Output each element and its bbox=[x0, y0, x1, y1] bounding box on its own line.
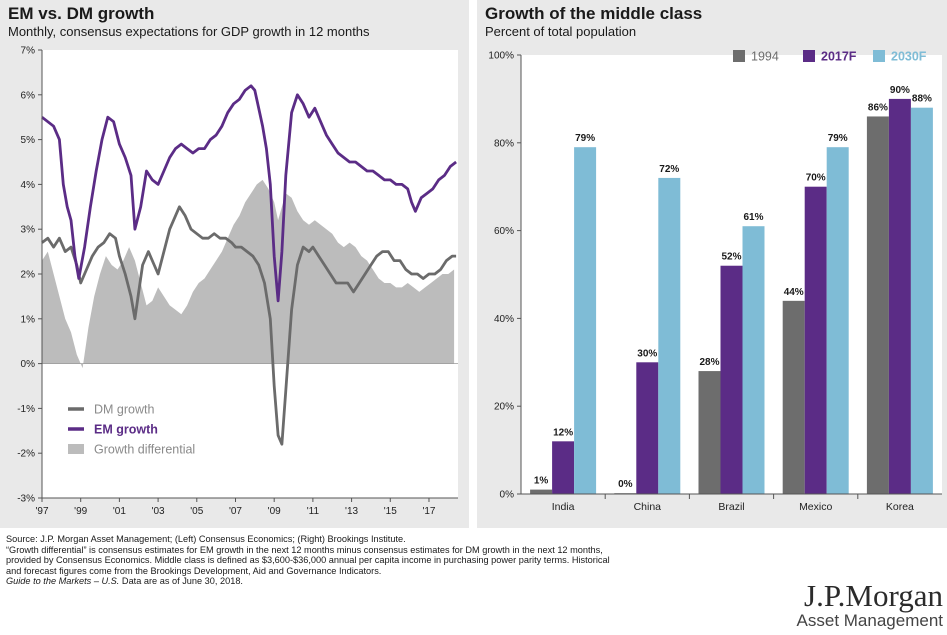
right-chart-title: Growth of the middle class bbox=[485, 4, 703, 23]
bar-value-label: 44% bbox=[784, 287, 804, 298]
legend-label: DM growth bbox=[94, 403, 154, 417]
y-tick-label: 100% bbox=[488, 51, 514, 62]
bar bbox=[826, 147, 849, 494]
legend-swatch bbox=[873, 50, 885, 62]
x-tick-label: '03 bbox=[152, 506, 165, 517]
y-tick-label: 3% bbox=[21, 225, 36, 236]
bar-value-label: 0% bbox=[618, 479, 633, 490]
bar-value-label: 70% bbox=[806, 173, 826, 184]
middle-class-chart: 100% 80% 60% 40% 20% 0% 1% 12% 79% India 0% 30% 72% C… bbox=[488, 50, 942, 513]
dm-growth-line bbox=[41, 205, 457, 446]
y-tick-label: 7% bbox=[21, 46, 36, 57]
y-tick-label: -1% bbox=[17, 404, 35, 415]
logo-subtitle: Asset Management bbox=[796, 611, 943, 630]
bar-value-label: 1% bbox=[534, 476, 549, 487]
footnote-line: provided by Consensus Economics. Middle … bbox=[6, 555, 610, 566]
x-tick-label: '99 bbox=[74, 506, 87, 517]
x-tick-label: '97 bbox=[35, 506, 48, 517]
data-as-of: Data are as of June 30, 2018. bbox=[119, 576, 243, 587]
x-tick-label: '17 bbox=[422, 506, 435, 517]
bar-value-label: 79% bbox=[575, 133, 595, 144]
legend-label: 2017F bbox=[821, 50, 857, 64]
y-tick-label: 40% bbox=[494, 314, 514, 325]
legend-swatch bbox=[803, 50, 815, 62]
y-tick-label: 80% bbox=[494, 138, 514, 149]
x-tick-label: '13 bbox=[345, 506, 358, 517]
x-tick-label: '11 bbox=[307, 506, 320, 517]
bar bbox=[910, 107, 933, 495]
y-tick-label: 0% bbox=[21, 359, 36, 370]
legend-label: EM growth bbox=[94, 423, 158, 437]
y-tick-label: 4% bbox=[21, 180, 36, 191]
x-category-label: Korea bbox=[886, 501, 914, 513]
legend-swatch bbox=[733, 50, 745, 62]
em-growth-line bbox=[41, 84, 457, 303]
y-tick-label: 6% bbox=[21, 90, 36, 101]
bar bbox=[782, 300, 805, 494]
y-tick-label: 1% bbox=[21, 314, 36, 325]
legend-label: 2030F bbox=[891, 50, 927, 64]
left-chart-subtitle: Monthly, consensus expectations for GDP … bbox=[8, 24, 370, 39]
bar bbox=[720, 265, 743, 494]
jpmorgan-logo: J.P.Morgan Asset Management bbox=[797, 580, 943, 630]
bar bbox=[742, 226, 765, 494]
bar bbox=[530, 489, 553, 494]
guide-title: Guide to the Markets – U.S. bbox=[6, 576, 120, 587]
logo-wordmark: J.P.Morgan bbox=[804, 578, 943, 613]
bar-value-label: 72% bbox=[659, 164, 679, 175]
legend-label: Growth differential bbox=[94, 443, 195, 457]
bar-value-label: 28% bbox=[699, 357, 719, 368]
bar-value-label: 86% bbox=[868, 102, 888, 113]
bar-value-label: 88% bbox=[912, 94, 932, 105]
bar-value-label: 61% bbox=[743, 212, 763, 223]
bar bbox=[888, 98, 911, 495]
bar bbox=[636, 362, 659, 494]
y-tick-label: 2% bbox=[21, 270, 36, 281]
source-footnote: Source: J.P. Morgan Asset Management; (L… bbox=[6, 534, 796, 587]
x-tick-label: '07 bbox=[229, 506, 242, 517]
legend-label: 1994 bbox=[751, 50, 779, 64]
bar bbox=[658, 177, 681, 495]
bar bbox=[866, 116, 889, 495]
footnote-line: and forecast figures come from the Brook… bbox=[6, 565, 382, 576]
bar bbox=[698, 371, 721, 494]
guide-line: Guide to the Markets – U.S. Data are as … bbox=[6, 576, 796, 587]
legend-swatch bbox=[68, 444, 84, 454]
x-tick-label: '01 bbox=[113, 506, 126, 517]
x-tick-label: '09 bbox=[268, 506, 281, 517]
y-tick-label: 60% bbox=[494, 226, 514, 237]
em-dm-growth-chart: 7% 6% 5% 4% 3% 2% 1% 0% -1% -2% -3%'97 '99 '01 '03 '05… bbox=[17, 46, 458, 517]
bar-value-label: 90% bbox=[890, 85, 910, 96]
left-chart-title: EM vs. DM growth bbox=[8, 4, 155, 23]
y-tick-label: 0% bbox=[500, 490, 515, 501]
bar-value-label: 52% bbox=[721, 252, 741, 263]
x-category-label: China bbox=[634, 501, 662, 513]
y-tick-label: 20% bbox=[494, 402, 514, 413]
x-tick-label: '05 bbox=[190, 506, 203, 517]
x-tick-label: '15 bbox=[384, 506, 397, 517]
bar-value-label: 12% bbox=[553, 427, 573, 438]
footnote-line: Source: J.P. Morgan Asset Management; (L… bbox=[6, 534, 406, 544]
bar-value-label: 79% bbox=[828, 133, 848, 144]
footnote-line: “Growth differential” is consensus estim… bbox=[6, 544, 603, 555]
x-category-label: Brazil bbox=[718, 501, 744, 513]
right-chart-subtitle: Percent of total population bbox=[485, 24, 637, 39]
y-tick-label: -3% bbox=[17, 494, 35, 505]
right-chart-panel: Growth of the middle class Percent of to… bbox=[477, 0, 947, 528]
bar bbox=[804, 186, 827, 494]
x-category-label: Mexico bbox=[799, 501, 832, 513]
growth-differential-area bbox=[42, 179, 455, 369]
y-tick-label: 5% bbox=[21, 135, 36, 146]
bar bbox=[552, 441, 575, 494]
bar-value-label: 30% bbox=[637, 348, 657, 359]
y-tick-label: -2% bbox=[17, 449, 35, 460]
x-category-label: India bbox=[552, 501, 575, 513]
bar bbox=[574, 147, 597, 494]
left-chart-panel: EM vs. DM growth Monthly, consensus expe… bbox=[0, 0, 469, 528]
